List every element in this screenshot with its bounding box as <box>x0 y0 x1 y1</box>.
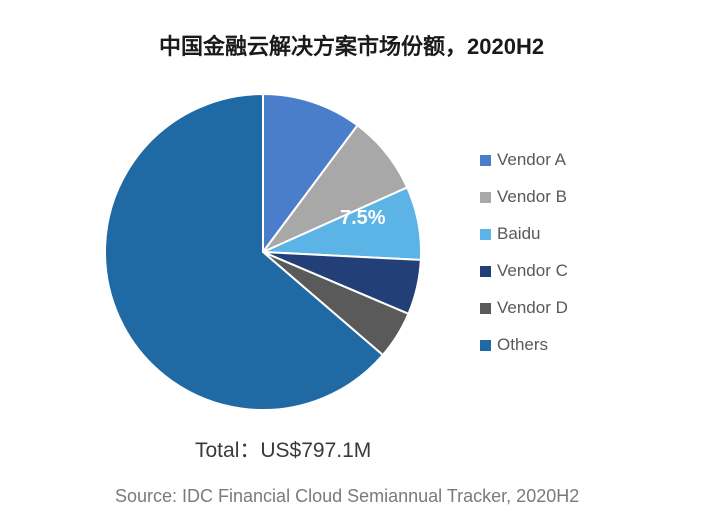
legend-label: Vendor A <box>497 150 566 170</box>
legend-label: Vendor D <box>497 298 568 318</box>
legend-swatch-icon <box>480 303 491 314</box>
total-label: Total：US$797.1M <box>195 434 371 464</box>
chart-title: 中国金融云解决方案市场份额，2020H2 <box>159 29 544 61</box>
legend-item-baidu: Baidu <box>480 224 568 244</box>
legend-label: Vendor C <box>497 261 568 281</box>
pie-svg <box>103 92 423 412</box>
legend: Vendor A Vendor B Baidu Vendor C Vendor D Oth… <box>480 150 568 372</box>
pie-chart <box>103 92 423 412</box>
legend-swatch-icon <box>480 192 491 203</box>
legend-item-vendor-c: Vendor C <box>480 261 568 281</box>
legend-swatch-icon <box>480 340 491 351</box>
legend-label: Others <box>497 335 548 355</box>
legend-swatch-icon <box>480 155 491 166</box>
legend-item-vendor-a: Vendor A <box>480 150 568 170</box>
source-label: Source: IDC Financial Cloud Semiannual T… <box>115 486 579 507</box>
legend-swatch-icon <box>480 229 491 240</box>
legend-item-vendor-b: Vendor B <box>480 187 568 207</box>
legend-label: Baidu <box>497 224 540 244</box>
baidu-callout-label: 7.5% <box>340 207 386 230</box>
legend-swatch-icon <box>480 266 491 277</box>
chart-container: 中国金融云解决方案市场份额，2020H2 7.5% Vendor AVendor… <box>0 0 725 527</box>
legend-item-vendor-d: Vendor D <box>480 298 568 318</box>
legend-item-others: Others <box>480 335 568 355</box>
legend-label: Vendor B <box>497 187 567 207</box>
